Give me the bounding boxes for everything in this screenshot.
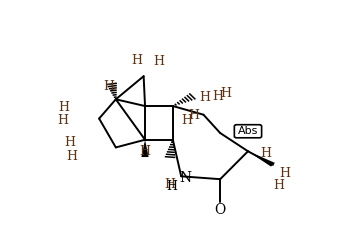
- Text: H: H: [212, 90, 223, 103]
- Text: Abs: Abs: [238, 126, 258, 136]
- Polygon shape: [248, 151, 275, 166]
- Text: H: H: [139, 145, 150, 158]
- Text: H: H: [164, 178, 175, 192]
- FancyBboxPatch shape: [234, 125, 262, 138]
- Text: H: H: [220, 87, 231, 100]
- Text: H: H: [279, 167, 290, 180]
- Text: H: H: [274, 180, 285, 192]
- Text: H: H: [103, 80, 114, 93]
- Text: H: H: [66, 150, 77, 162]
- Polygon shape: [141, 140, 149, 157]
- Text: N: N: [179, 171, 191, 185]
- Text: H: H: [64, 136, 75, 149]
- Text: H: H: [166, 180, 177, 194]
- Text: H: H: [58, 102, 69, 114]
- Text: H: H: [199, 91, 210, 104]
- Text: H: H: [261, 147, 271, 160]
- Text: H: H: [131, 54, 142, 67]
- Text: H: H: [57, 114, 69, 127]
- Text: H: H: [153, 55, 164, 68]
- Text: H: H: [181, 114, 192, 127]
- Text: O: O: [215, 203, 226, 217]
- Text: H: H: [188, 109, 199, 122]
